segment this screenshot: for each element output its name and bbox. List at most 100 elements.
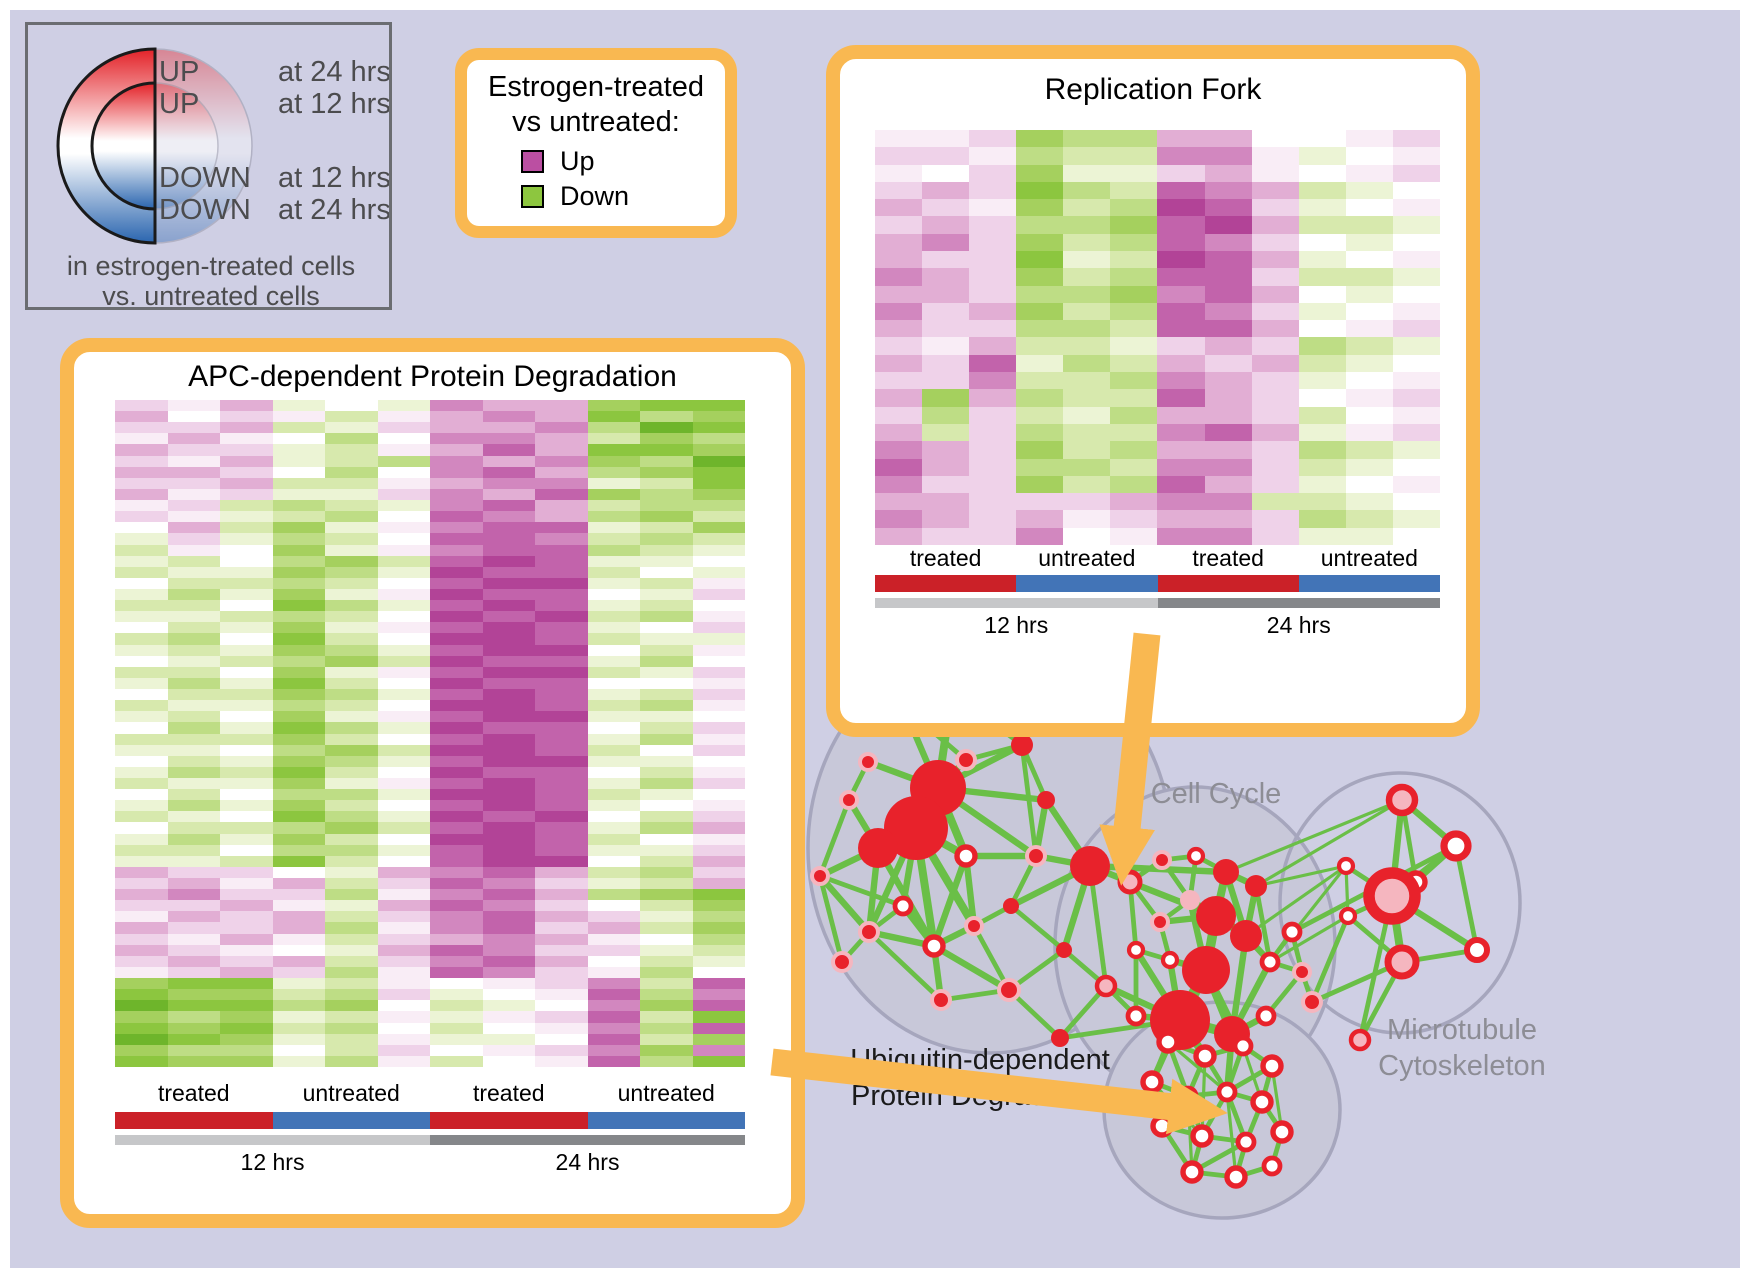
heatmap-cell [325, 522, 378, 534]
network-node [1235, 1131, 1257, 1153]
heatmap-cell [220, 755, 273, 767]
heatmap-cell [167, 911, 220, 923]
heatmap-cell [1298, 527, 1346, 545]
heatmap-cell [272, 711, 325, 723]
heatmap-cell [272, 1011, 325, 1023]
heatmap-cell [272, 911, 325, 923]
heatmap-cell [1016, 216, 1064, 234]
heatmap-cell [640, 900, 693, 912]
heatmap-cell [325, 566, 378, 578]
heatmap-cell [1251, 320, 1299, 338]
heatmap-cell [1157, 233, 1205, 252]
heatmap-cell [220, 411, 273, 423]
heatmap-cell [430, 677, 483, 690]
heatmap-cell [482, 955, 535, 967]
heatmap-cell [482, 800, 535, 812]
heatmap-cell [167, 533, 220, 545]
heatmap-cell [1063, 458, 1111, 476]
heatmap-cell [220, 611, 273, 623]
heatmap-cell [1157, 181, 1205, 200]
heatmap-cell [1298, 441, 1346, 459]
heatmap-cell [1392, 406, 1440, 424]
heatmap-cell [272, 666, 325, 678]
heatmap-cell [220, 911, 273, 923]
heatmap-cell [482, 677, 535, 690]
time-label-24hrs: 24 hrs [555, 1149, 620, 1175]
heatmap-cell [377, 655, 430, 667]
heatmap-cell [377, 689, 430, 701]
heatmap-cell [587, 777, 640, 790]
treated-bar [115, 1112, 273, 1129]
heatmap-cell [430, 1022, 483, 1034]
heatmap-cell [1204, 302, 1252, 321]
heatmap-cell [640, 800, 693, 812]
heatmap-cell [692, 822, 745, 834]
heatmap-cell [692, 544, 745, 556]
network-edge [1225, 798, 1403, 874]
heatmap-cell [325, 577, 378, 589]
heatmap-cell [640, 422, 693, 434]
replication-treatment-bars [875, 575, 1440, 592]
heatmap-cell [220, 455, 273, 467]
heatmap-cell [1204, 458, 1252, 476]
heatmap-cell [1110, 302, 1158, 321]
heatmap-cell [692, 455, 745, 467]
heatmap-cell [167, 488, 220, 501]
heatmap-cell [1157, 164, 1205, 182]
heatmap-cell [535, 1011, 588, 1023]
network-node [1070, 846, 1110, 886]
heatmap-cell [220, 600, 273, 612]
replication-group-labels: treated untreated treated untreated [875, 545, 1440, 573]
heatmap-cell [1251, 233, 1299, 252]
heatmap-cell [272, 889, 325, 901]
heatmap-cell [1157, 130, 1205, 148]
heatmap-cell [272, 466, 325, 478]
heatmap-cell [587, 455, 640, 467]
network-node [1152, 850, 1172, 870]
heatmap-cell [535, 466, 588, 478]
heatmap-cell [220, 833, 273, 845]
network-edge [1255, 864, 1347, 888]
heatmap-cell [115, 555, 168, 567]
heatmap-cell [115, 878, 168, 890]
heatmap-cell [1016, 372, 1064, 390]
heatmap-cell [482, 755, 535, 767]
heatmap-cell [220, 422, 273, 434]
heatmap-cell [482, 522, 535, 534]
heatmap-cell [1298, 216, 1346, 234]
heatmap-cell [482, 488, 535, 501]
heatmap-cell [115, 1055, 168, 1067]
heatmap-cell [535, 900, 588, 912]
heatmap-cell [640, 1011, 693, 1023]
heatmap-cell [535, 722, 588, 734]
heatmap-cell [875, 423, 923, 442]
heatmap-cell [1063, 527, 1111, 545]
heatmap-cell [587, 566, 640, 578]
heatmap-cell [325, 600, 378, 612]
heatmap-cell [167, 833, 220, 845]
heatmap-cell [1392, 302, 1440, 321]
legend-up-24-time: at 24 hrs [278, 56, 389, 88]
heatmap-cell [115, 666, 168, 678]
heatmap-cell [1063, 233, 1111, 252]
heatmap-cell [1016, 458, 1064, 476]
heatmap-cell [692, 588, 745, 601]
heatmap-cell [587, 944, 640, 956]
heatmap-cell [167, 566, 220, 578]
heatmap-cell [430, 866, 483, 879]
heatmap-cell [535, 500, 588, 512]
heatmap-cell [482, 477, 535, 489]
up-color-swatch [521, 150, 544, 173]
heatmap-cell [115, 533, 168, 545]
bar-12hrs [115, 1135, 430, 1145]
heatmap-cell [969, 199, 1017, 217]
heatmap-cell [430, 800, 483, 812]
heatmap-cell [875, 527, 923, 545]
heatmap-cell [272, 422, 325, 434]
heatmap-cell [1298, 354, 1346, 373]
heatmap-cell [1251, 406, 1299, 424]
heatmap-cell [1016, 285, 1064, 303]
network-node [1245, 875, 1267, 897]
heatmap-cell [430, 955, 483, 967]
heatmap-cell [220, 744, 273, 756]
